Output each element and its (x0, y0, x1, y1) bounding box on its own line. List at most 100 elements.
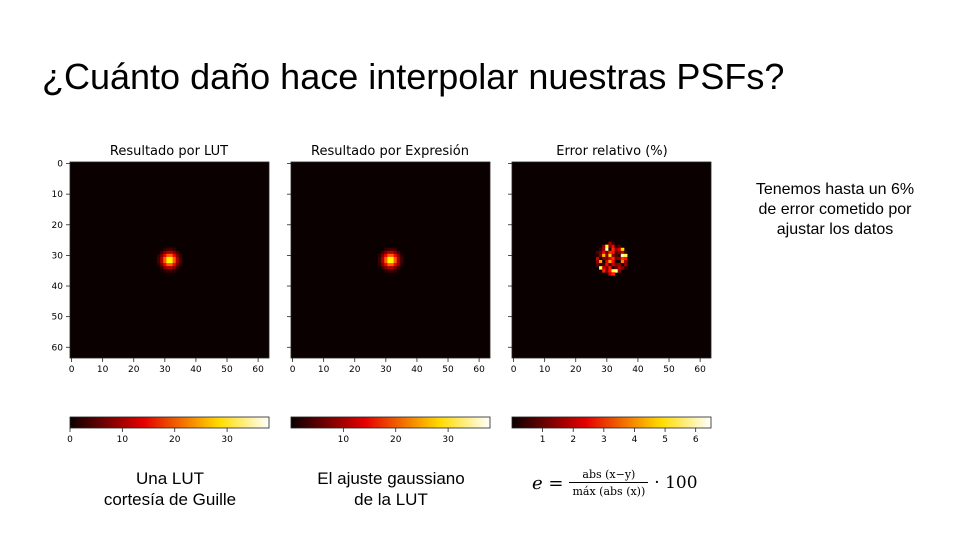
heatmap-cell (163, 266, 167, 270)
heatmap-cell (611, 256, 616, 261)
y-tick-label: 20 (52, 221, 64, 231)
heatmap-cell (178, 253, 183, 258)
heatmap-cell (396, 266, 401, 270)
heatmap-cell (608, 244, 612, 249)
heatmap-cell (611, 250, 616, 255)
heatmap-cell (595, 250, 600, 255)
heatmap-cell (178, 263, 183, 267)
heatmap-cell (384, 253, 388, 258)
colorbar-expression: 10 20 30 (290, 416, 491, 445)
heatmap-cell (387, 250, 391, 255)
heatmap-cell (620, 247, 625, 252)
heatmap-cell (169, 269, 174, 273)
heatmap-cell (623, 263, 628, 267)
x-tick-label: 30 (601, 365, 613, 375)
heatmap-cell (602, 263, 606, 267)
heatmap-cell (384, 263, 388, 267)
heatmap-cell (381, 263, 385, 267)
y-tick-label: 40 (52, 282, 64, 292)
heatmap-cell (390, 247, 395, 252)
heatmap-cell (595, 260, 600, 264)
heatmap-cell (172, 256, 177, 261)
heatmap-cell (608, 269, 612, 273)
slide-title: ¿Cuánto daño hace interpolar nuestras PS… (42, 56, 785, 97)
x-tick-label: 50 (663, 365, 675, 375)
heatmap-cell (160, 260, 164, 264)
heatmap-cell (381, 266, 385, 270)
heatmap-cell (387, 266, 391, 270)
heatmap-cell (608, 263, 612, 267)
heatmap-cell (393, 247, 398, 252)
heatmap-panel-lut: Resultado por LUT 0 10 20 30 40 50 60 0 10 20 30 40… (52, 144, 270, 445)
heatmap-cell (611, 269, 616, 273)
heatmap-cell (620, 256, 625, 261)
colorbar-tick-label: 6 (693, 435, 699, 445)
heatmap-cell (614, 253, 619, 258)
heatmap-cell (166, 253, 170, 258)
x-tick-label: 50 (221, 365, 233, 375)
x-tick-label: 10 (539, 365, 551, 375)
x-tick-label: 20 (570, 365, 582, 375)
side-note: Tenemos hasta un 6% de error cometido po… (740, 180, 930, 240)
heatmap-cell (387, 247, 391, 252)
heatmap-cell (617, 253, 622, 258)
heatmap-cell (393, 253, 398, 258)
heatmap-cell (166, 247, 170, 252)
heatmap-cell (390, 253, 395, 258)
heatmap-cell (599, 266, 603, 270)
caption-fit: El ajuste gaussiano de la LUT (291, 468, 491, 510)
heatmap-cell (169, 247, 174, 252)
error-formula: e = abs (x−y) máx (abs (x)) · 100 (532, 468, 698, 498)
colorbar-tick-label: 20 (390, 435, 402, 445)
heatmap-cell (605, 250, 609, 255)
heatmap-cell (166, 260, 170, 264)
x-tick-label: 0 (511, 365, 517, 375)
heatmap-cell (620, 253, 625, 258)
heatmap-cell (390, 263, 395, 267)
heatmap-cell (178, 260, 183, 264)
heatmap-cell (605, 256, 609, 261)
colorbar-tick-label: 0 (67, 435, 73, 445)
heatmap-cell (399, 253, 404, 258)
axes-frame (69, 161, 270, 359)
heatmap-cell (163, 253, 167, 258)
heatmap-plot-expression: 0 10 20 30 40 50 60 (287, 161, 491, 375)
heatmap-cell (393, 266, 398, 270)
panel-title-error: Error relativo (%) (556, 144, 667, 159)
colorbar-lut: 0 10 20 30 (67, 416, 270, 445)
colorbar-tick-label: 3 (601, 435, 607, 445)
heatmap-cell (390, 260, 395, 264)
y-tick-label: 60 (52, 343, 64, 353)
heatmap-cell (602, 247, 606, 252)
heatmap-cell (160, 256, 164, 261)
heatmap-cell (166, 263, 170, 267)
heatmap-cell (608, 241, 612, 246)
heatmap-cell (605, 247, 609, 252)
side-note-line2: de error cometido por (758, 201, 912, 218)
heatmap-cell (166, 250, 170, 255)
x-tick-label: 20 (349, 365, 361, 375)
heatmap-panel-error: Error relativo (%) 0 10 20 30 40 50 60 1 2 3 4 5 6 (508, 144, 712, 445)
colorbar-tick-label: 10 (117, 435, 129, 445)
formula-rhs: · 100 (654, 473, 698, 493)
heatmap-cell (608, 247, 612, 252)
heatmap-cell (605, 244, 609, 249)
heatmap-cell (605, 266, 609, 270)
heatmap-cell (396, 260, 401, 264)
heatmap-cell (169, 250, 174, 255)
heatmap-cell (172, 266, 177, 270)
heatmap-cell (157, 260, 161, 264)
heatmap-cell (381, 253, 385, 258)
heatmap-cell (384, 266, 388, 270)
x-tick-label: 30 (159, 365, 171, 375)
side-note-line3: ajustar los datos (776, 221, 894, 238)
heatmap-cell (605, 260, 609, 264)
heatmap-cell (614, 244, 619, 249)
heatmap-cell (175, 263, 180, 267)
heatmap-cell (599, 260, 603, 264)
heatmap-cell (611, 266, 616, 270)
heatmap-cell (384, 260, 388, 264)
heatmap-cell (595, 263, 600, 267)
heatmap-plot-lut: 0 10 20 30 40 50 60 0 10 20 30 40 50 60 (52, 160, 270, 375)
